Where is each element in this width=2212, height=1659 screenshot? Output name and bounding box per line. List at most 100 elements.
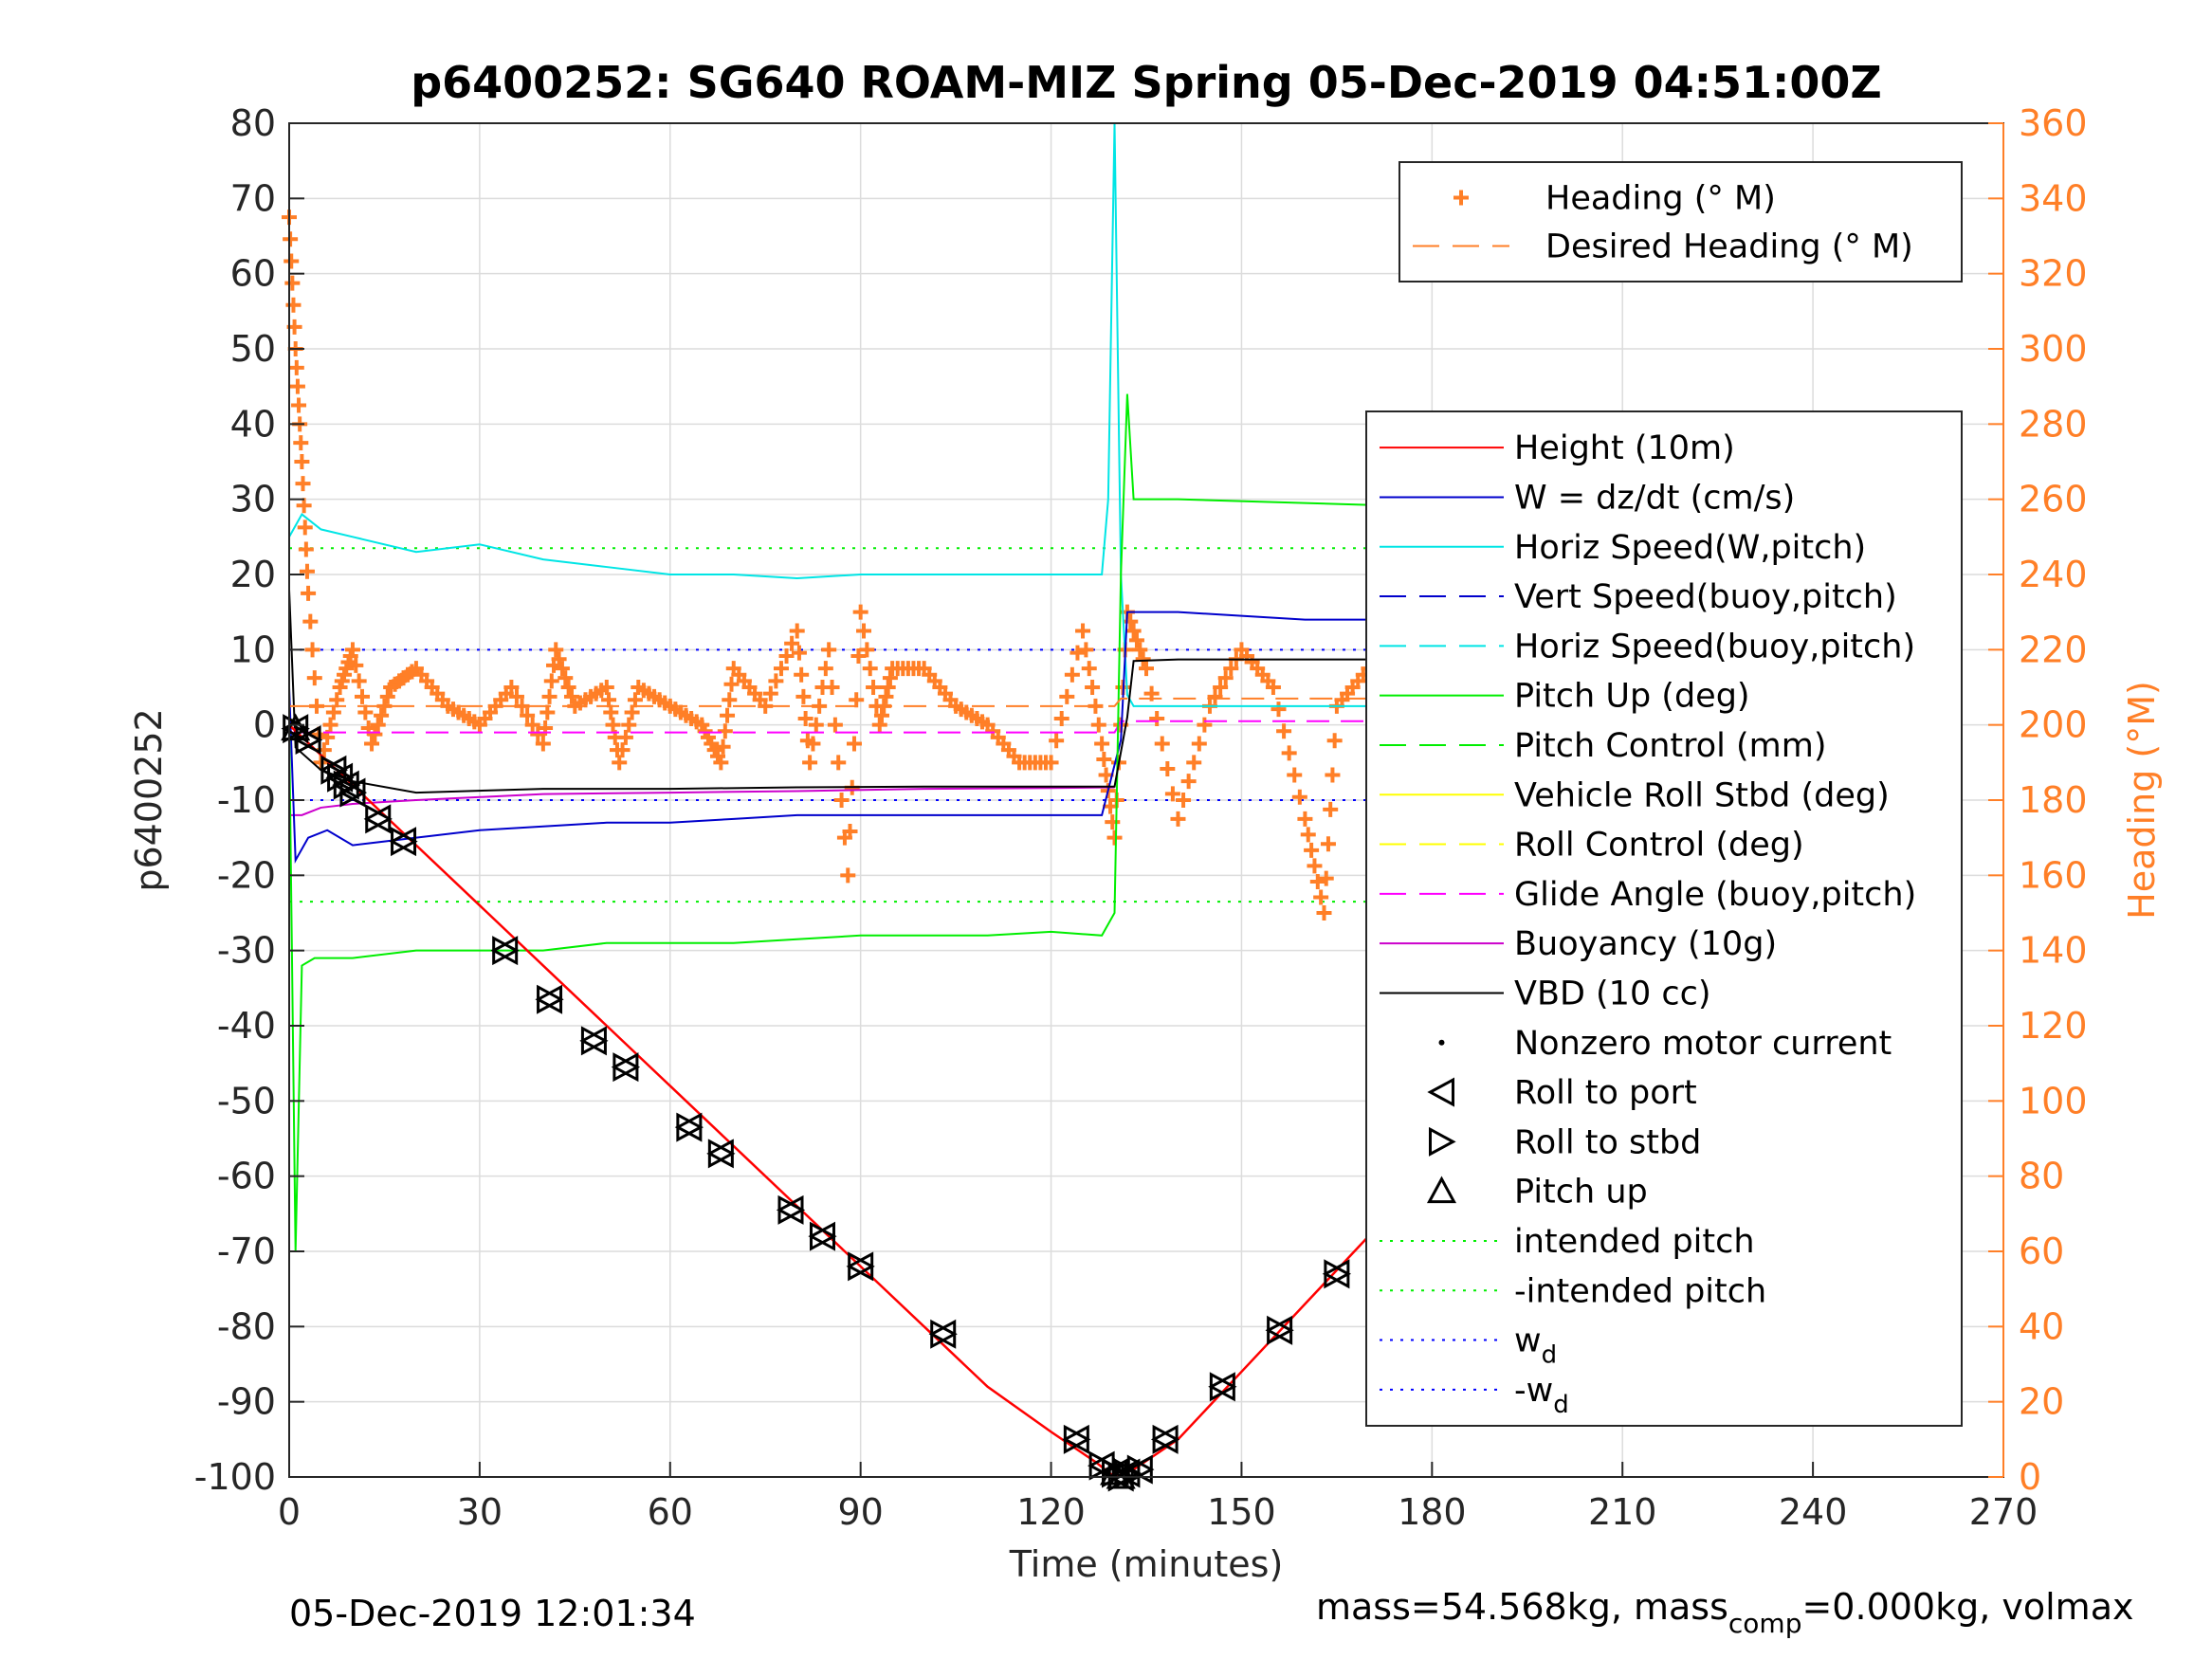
- heading-marker: [524, 717, 540, 733]
- legend-label: Desired Heading (° M): [1545, 228, 1913, 266]
- y-tick-label: -50: [217, 1080, 276, 1121]
- heading-marker: [1297, 811, 1313, 827]
- roll-stbd-marker: [492, 936, 520, 966]
- y2-tick-label: 280: [2019, 403, 2088, 445]
- footer-mass: mass=54.568kg, masscomp=0.000kg, volmax: [1316, 1586, 2133, 1639]
- y-tick-label: 70: [230, 177, 276, 219]
- heading-marker: [288, 359, 304, 375]
- y-tick-label: 0: [253, 704, 276, 746]
- legend-label: Pitch up: [1514, 1174, 1648, 1212]
- y2-tick-label: 140: [2019, 930, 2088, 972]
- roll-stbd-marker: [537, 984, 564, 1014]
- heading-marker: [1265, 680, 1281, 695]
- legend-label-text: intended pitch: [1514, 1223, 1755, 1261]
- legend-label-text: Vehicle Roll Stbd (deg): [1514, 776, 1890, 814]
- heading-marker: [1291, 789, 1307, 805]
- roll-stbd-marker: [391, 827, 418, 857]
- legend-label: Roll to port: [1514, 1074, 1697, 1112]
- heading-marker: [862, 661, 878, 677]
- heading-marker: [554, 661, 570, 677]
- heading-marker: [1085, 680, 1101, 695]
- heading-marker: [601, 692, 617, 708]
- legend-label: VBD (10 cc): [1514, 975, 1711, 1012]
- roll-stbd-marker: [365, 804, 393, 834]
- y2-tick-label: 80: [2019, 1156, 2064, 1197]
- legend-swatch: [1429, 1126, 1456, 1157]
- heading-marker: [713, 755, 729, 771]
- roll-stbd-marker: [930, 1319, 958, 1349]
- heading-marker: [768, 673, 784, 689]
- heading-marker: [880, 680, 896, 695]
- legend-label: Horiz Speed(buoy,pitch): [1514, 628, 1915, 665]
- legend-label-text: -w: [1514, 1372, 1553, 1410]
- heading-marker: [795, 688, 812, 704]
- legend-heading: Heading (° M) Desired Heading (° M): [1398, 161, 1963, 283]
- heading-marker: [541, 688, 558, 704]
- heading-marker: [797, 711, 814, 727]
- roll-stbd-marker: [1063, 1424, 1091, 1454]
- heading-marker: [791, 645, 807, 661]
- heading-marker: [1123, 613, 1139, 629]
- heading-marker: [831, 755, 847, 771]
- heading-marker: [1323, 801, 1339, 817]
- y-tick-label: 10: [230, 629, 276, 670]
- legend-label-text: Vert Speed(buoy,pitch): [1514, 578, 1897, 616]
- heading-marker: [297, 520, 313, 536]
- heading-marker: [1320, 836, 1336, 852]
- heading-marker: [295, 476, 311, 492]
- y2-tick-label: 40: [2019, 1305, 2064, 1347]
- x-tick-label: 30: [457, 1491, 503, 1533]
- x-tick-label: 210: [1588, 1491, 1657, 1533]
- legend-label-text: Nonzero motor current: [1514, 1025, 1892, 1063]
- heading-marker: [1128, 632, 1144, 648]
- roll-stbd-marker: [612, 1052, 641, 1083]
- footer-timestamp: 05-Dec-2019 12:01:34: [289, 1593, 696, 1634]
- heading-marker: [1106, 830, 1123, 846]
- heading-marker: [1125, 623, 1142, 639]
- legend-label: wd: [1514, 1322, 1557, 1370]
- heading-marker: [720, 707, 736, 723]
- legend-label: Vert Speed(buoy,pitch): [1514, 578, 1897, 616]
- heading-marker: [1191, 736, 1207, 752]
- heading-marker: [1094, 736, 1110, 752]
- heading-marker: [598, 680, 614, 695]
- legend-label: -intended pitch: [1514, 1272, 1766, 1310]
- heading-marker: [866, 680, 882, 695]
- x-tick-label: 0: [278, 1491, 301, 1533]
- heading-marker: [794, 666, 810, 683]
- heading-marker: [778, 647, 795, 664]
- heading-marker: [539, 704, 556, 720]
- y2-tick-label: 20: [2019, 1381, 2064, 1423]
- heading-marker: [284, 275, 301, 291]
- heading-marker: [1313, 889, 1329, 905]
- heading-marker: [1197, 717, 1213, 733]
- legend-label: W = dz/dt (cm/s): [1514, 479, 1795, 517]
- heading-marker: [1287, 767, 1303, 783]
- heading-marker: [817, 661, 833, 677]
- legend-label: Roll to stbd: [1514, 1123, 1701, 1161]
- heading-marker: [871, 717, 887, 733]
- heading-marker: [1105, 814, 1121, 830]
- heading-marker: [514, 698, 530, 714]
- legend-label: Pitch Up (deg): [1514, 678, 1750, 716]
- y2-tick-label: 220: [2019, 629, 2088, 670]
- roll-stbd-marker: [707, 1139, 736, 1169]
- heading-marker: [846, 736, 862, 752]
- heading-marker: [850, 647, 867, 664]
- heading-marker: [1307, 858, 1323, 874]
- x-tick-label: 150: [1207, 1491, 1276, 1533]
- heading-marker: [1213, 680, 1229, 695]
- legend-label-text: VBD (10 cc): [1514, 975, 1711, 1012]
- y2-tick-label: 0: [2019, 1456, 2041, 1498]
- heading-marker: [543, 673, 559, 689]
- roll-stbd-marker: [777, 1194, 806, 1225]
- legend-label-text: Pitch up: [1514, 1174, 1648, 1212]
- y2-tick-label: 60: [2019, 1231, 2064, 1272]
- heading-marker: [1096, 752, 1112, 768]
- roll-stbd-marker: [339, 777, 368, 808]
- heading-marker: [878, 688, 894, 704]
- heading-marker: [624, 704, 640, 720]
- legend-label: Horiz Speed(W,pitch): [1514, 529, 1866, 567]
- heading-marker: [808, 717, 824, 733]
- heading-marker: [882, 670, 898, 686]
